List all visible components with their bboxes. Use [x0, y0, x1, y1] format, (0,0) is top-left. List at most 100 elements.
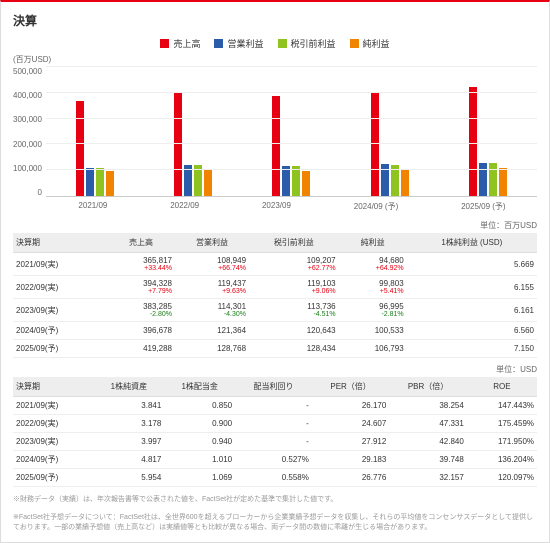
table1-unit: 単位：百万USD [13, 220, 537, 231]
value-cell: 26.776 [312, 469, 389, 487]
footnote: ※FactSet社予想データについて：FactSet社は、全世界600を超えるブ… [13, 513, 537, 533]
period-cell: 2023/09(実) [13, 433, 93, 451]
bar [282, 166, 290, 196]
bar [272, 96, 280, 196]
bar [302, 171, 310, 196]
table-row: 2021/09(実)365,817+33.44%108,949+66.74%10… [13, 253, 537, 276]
period-cell: 2021/09(実) [13, 253, 107, 276]
table-row: 2023/09(実)383,285-2.80%114,301-4.30%113,… [13, 299, 537, 322]
table2-unit: 単位：USD [13, 364, 537, 375]
value-cell: 6.560 [407, 322, 537, 340]
value-cell: 396,678 [107, 322, 175, 340]
legend-item: 純利益 [350, 37, 390, 50]
col-header: PBR（倍） [389, 377, 466, 397]
period-cell: 2023/09(実) [13, 299, 107, 322]
period-cell: 2024/09(予) [13, 322, 107, 340]
col-header: 決算期 [13, 233, 107, 253]
value-cell: 365,817+33.44% [107, 253, 175, 276]
value-cell: 3.997 [93, 433, 164, 451]
table-row: 2024/09(予)4.8171.0100.527%29.18339.74813… [13, 451, 537, 469]
value-cell: 47.331 [389, 415, 466, 433]
value-cell: 3.841 [93, 397, 164, 415]
value-cell: 96,995-2.81% [339, 299, 407, 322]
legend-item: 税引前利益 [278, 37, 336, 50]
table2-body: 2021/09(実)3.8410.850-26.17038.254147.443… [13, 397, 537, 487]
bar [76, 101, 84, 196]
value-cell: 128,768 [175, 340, 249, 358]
table1-body: 2021/09(実)365,817+33.44%108,949+66.74%10… [13, 253, 537, 358]
footnote: ※財務データ（実績）は、年次報告書等で公表された値を、FactSet社が定めた基… [13, 495, 537, 505]
bar-group [76, 101, 114, 196]
swatch-icon [278, 39, 287, 48]
table-row: 2025/09(予)5.9541.0690.558%26.77632.15712… [13, 469, 537, 487]
col-header: 税引前利益 [249, 233, 339, 253]
value-cell: 7.150 [407, 340, 537, 358]
bar [86, 168, 94, 196]
legend-label: 営業利益 [227, 37, 263, 50]
value-cell: 5.669 [407, 253, 537, 276]
value-cell: 27.912 [312, 433, 389, 451]
bar-group [469, 87, 507, 196]
table-row: 2021/09(実)3.8410.850-26.17038.254147.443… [13, 397, 537, 415]
value-cell: 113,736-4.51% [249, 299, 339, 322]
col-header: 1株配当金 [164, 377, 235, 397]
legend-label: 純利益 [363, 37, 390, 50]
section-title: 決算 [13, 12, 537, 29]
bar [204, 170, 212, 196]
legend-label: 税引前利益 [291, 37, 336, 50]
value-cell: 0.940 [164, 433, 235, 451]
value-cell: 4.817 [93, 451, 164, 469]
period-cell: 2025/09(予) [13, 340, 107, 358]
x-tick: 2024/09 (予) [354, 201, 398, 212]
value-cell: 119,437+9.63% [175, 276, 249, 299]
col-header: 配当利回り [235, 377, 312, 397]
value-cell: 1.069 [164, 469, 235, 487]
table-row: 2023/09(実)3.9970.940-27.91242.840171.950… [13, 433, 537, 451]
value-cell: 5.954 [93, 469, 164, 487]
bar-groups [46, 67, 537, 196]
table-row: 2022/09(実)3.1780.900-24.60747.331175.459… [13, 415, 537, 433]
value-cell: 109,207+62.77% [249, 253, 339, 276]
value-cell: 26.170 [312, 397, 389, 415]
bar-group [371, 93, 409, 196]
y-axis: 500,000400,000300,000200,000100,0000 [13, 67, 46, 197]
col-header: 1株純利益 (USD) [407, 233, 537, 253]
value-cell: 128,434 [249, 340, 339, 358]
bar [469, 87, 477, 196]
bar [499, 168, 507, 196]
period-cell: 2025/09(予) [13, 469, 93, 487]
bar [479, 163, 487, 196]
y-axis-label: (百万USD) [13, 54, 537, 65]
value-cell: 0.527% [235, 451, 312, 469]
bar [174, 93, 182, 196]
bar [489, 163, 497, 196]
value-cell: 0.900 [164, 415, 235, 433]
col-header: 純利益 [339, 233, 407, 253]
value-cell: 120.097% [467, 469, 537, 487]
value-cell: 114,301-4.30% [175, 299, 249, 322]
value-cell: 6.155 [407, 276, 537, 299]
swatch-icon [350, 39, 359, 48]
value-cell: 3.178 [93, 415, 164, 433]
bar [106, 171, 114, 196]
x-tick: 2023/09 [262, 201, 291, 212]
value-cell: - [235, 433, 312, 451]
legend-item: 売上高 [160, 37, 200, 50]
value-cell: 108,949+66.74% [175, 253, 249, 276]
x-tick: 2022/09 [170, 201, 199, 212]
col-header: 売上高 [107, 233, 175, 253]
table-row: 2024/09(予)396,678121,364120,643100,5336.… [13, 322, 537, 340]
col-header: PER（倍） [312, 377, 389, 397]
ratios-table: 決算期1株純資産1株配当金配当利回りPER（倍）PBR（倍）ROE 2021/0… [13, 377, 537, 487]
col-header: 1株純資産 [93, 377, 164, 397]
value-cell: 99,803+5.41% [339, 276, 407, 299]
value-cell: - [235, 415, 312, 433]
value-cell: 175.459% [467, 415, 537, 433]
bar-group [174, 93, 212, 196]
table-row: 2025/09(予)419,288128,768128,434106,7937.… [13, 340, 537, 358]
value-cell: 39.748 [389, 451, 466, 469]
period-cell: 2024/09(予) [13, 451, 93, 469]
x-tick: 2021/09 [78, 201, 107, 212]
value-cell: 0.850 [164, 397, 235, 415]
value-cell: - [235, 397, 312, 415]
